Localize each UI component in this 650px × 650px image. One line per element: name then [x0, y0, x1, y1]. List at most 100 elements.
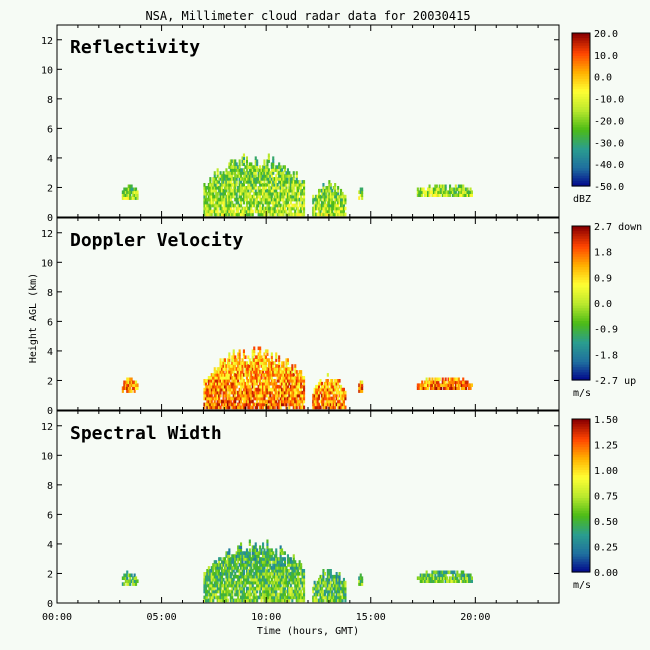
echo-cell [251, 171, 254, 175]
echo-cell [275, 572, 278, 576]
echo-cell [226, 405, 229, 410]
echo-cell [241, 156, 244, 160]
echo-cell [206, 393, 209, 398]
echo-cell [432, 380, 435, 385]
echo-cell [282, 566, 285, 570]
echo-cell [235, 188, 238, 193]
echo-cell [206, 572, 209, 576]
echo-cell [240, 186, 243, 190]
echo-cell [219, 206, 222, 211]
echo-cell [241, 569, 244, 573]
echo-cell [238, 370, 241, 374]
echo-cell [281, 191, 284, 196]
echo-cell [251, 598, 254, 603]
echo-cell [257, 384, 260, 389]
echo-cell [313, 206, 316, 211]
echo-cell [241, 580, 244, 585]
colorbar-segment [572, 459, 590, 463]
echo-cell [344, 405, 347, 410]
echo-cell [331, 598, 334, 603]
echo-cell [279, 206, 282, 211]
echo-cell [298, 203, 301, 208]
echo-cell [278, 361, 281, 365]
echo-cell [232, 560, 235, 564]
echo-cell [132, 582, 135, 586]
echo-cell [440, 184, 443, 189]
echo-cell [223, 399, 226, 404]
echo-cell [328, 396, 331, 401]
echo-cell [223, 174, 226, 178]
echo-cell [298, 209, 301, 214]
echo-cell [234, 396, 237, 401]
echo-cell [331, 399, 334, 404]
echo-cell [425, 570, 428, 575]
echo-cell [123, 187, 126, 192]
echo-cell [260, 402, 263, 407]
echo-cell [229, 197, 232, 202]
echo-cell [318, 580, 321, 585]
echo-cell [238, 188, 241, 193]
echo-cell [303, 592, 306, 597]
x-tick-label: 05:00 [147, 612, 177, 623]
echo-cell [325, 396, 328, 401]
echo-cell [298, 212, 301, 217]
echo-cell [223, 384, 226, 389]
echo-cell [253, 390, 256, 395]
echo-cell [228, 399, 231, 404]
echo-cell [322, 589, 325, 594]
echo-cell [210, 574, 213, 579]
echo-cell [135, 190, 138, 194]
x-tick-label: 10:00 [251, 612, 281, 623]
colorbar-segment [572, 341, 590, 345]
echo-cell [278, 574, 281, 579]
echo-cell [301, 393, 304, 398]
echo-cell [215, 393, 218, 398]
echo-cell [253, 393, 256, 398]
echo-cell [229, 200, 232, 205]
echo-cell [232, 159, 235, 163]
echo-cell [257, 358, 260, 362]
echo-cell [456, 380, 459, 385]
echo-cell [332, 186, 335, 190]
echo-cell [435, 187, 438, 192]
echo-cell [334, 580, 337, 585]
echo-cell [286, 399, 289, 404]
echo-cell [221, 197, 224, 202]
echo-cell [301, 212, 304, 217]
y-tick-label: 2 [47, 569, 53, 580]
echo-cell [300, 191, 303, 196]
echo-cell [245, 396, 248, 401]
echo-cell [325, 206, 328, 211]
echo-cell [282, 203, 285, 208]
echo-cell [204, 390, 207, 395]
echo-cell [240, 390, 243, 395]
echo-cell [244, 373, 247, 377]
colorbar-segment [572, 73, 590, 77]
echo-cell [247, 364, 250, 368]
echo-cell [234, 186, 237, 190]
echo-cell [332, 390, 335, 395]
colorbar-segment [572, 515, 590, 520]
echo-cell [358, 386, 361, 390]
colorbar: 1.501.251.000.750.500.250.00m/s [571, 415, 618, 591]
echo-cell [262, 393, 265, 398]
echo-cell [315, 598, 318, 603]
echo-cell [269, 177, 272, 181]
echo-cell [254, 376, 257, 380]
echo-cell [221, 177, 224, 181]
echo-cell [272, 399, 275, 404]
echo-cell [241, 572, 244, 576]
echo-cell [204, 580, 207, 585]
echo-cell [247, 574, 250, 579]
colorbar-segment [572, 264, 590, 268]
echo-cell [338, 393, 341, 398]
echo-cell [451, 380, 454, 385]
echo-cell [238, 393, 241, 398]
echo-cell [465, 193, 468, 197]
echo-cell [269, 396, 272, 401]
echo-cell [454, 573, 457, 578]
echo-cell [223, 566, 226, 570]
echo-cell [424, 573, 427, 578]
echo-cell [240, 560, 243, 564]
echo-cell [289, 379, 292, 383]
